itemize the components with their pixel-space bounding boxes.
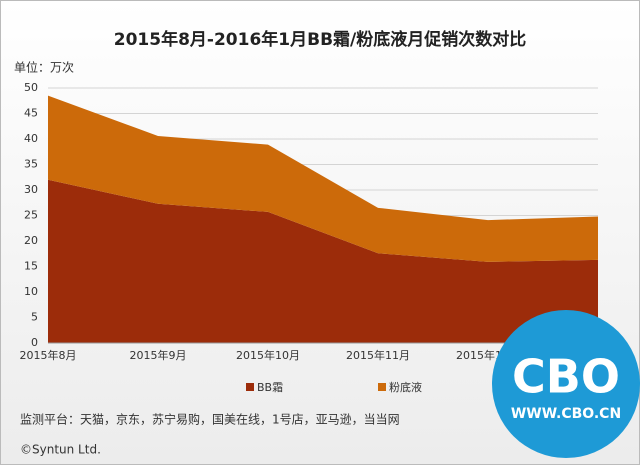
legend-label: 粉底液	[389, 380, 422, 394]
logo-circle	[492, 310, 640, 458]
y-tick-label: 0	[31, 336, 38, 349]
y-tick-label: 30	[24, 183, 38, 196]
copyright: ©Syntun Ltd.	[20, 443, 101, 457]
y-tick-label: 50	[24, 81, 38, 94]
x-tick-label: 2015年10月	[236, 348, 300, 362]
footer-platforms: 监测平台：天猫，京东，苏宁易购，国美在线，1号店，亚马逊，当当网	[20, 412, 400, 427]
y-tick-label: 10	[24, 285, 38, 298]
y-tick-label: 15	[24, 260, 38, 273]
legend-swatch	[378, 383, 386, 391]
x-tick-label: 2015年11月	[346, 348, 410, 362]
y-tick-label: 35	[24, 158, 38, 171]
logo: CBO WWW.CBO.CN	[492, 310, 640, 458]
logo-name: CBO	[512, 350, 620, 404]
y-tick-label: 40	[24, 132, 38, 145]
unit-label: 单位：万次	[14, 60, 74, 75]
chart-title: 2015年8月-2016年1月BB霜/粉底液月促销次数对比	[114, 29, 526, 50]
legend-label: BB霜	[257, 381, 283, 394]
logo-url: WWW.CBO.CN	[511, 406, 621, 422]
area	[48, 179, 598, 343]
y-tick-label: 45	[24, 107, 38, 120]
area	[48, 95, 598, 262]
y-tick-label: 5	[31, 311, 38, 324]
plot: 0 5 10 15 20 25 30 35 40 45 50 2015年8月 2015年9月 2015年1…	[20, 81, 627, 394]
x-tick-label: 2015年9月	[130, 348, 187, 362]
legend-swatch	[246, 383, 254, 391]
x-tick-label: 2015年8月	[20, 348, 77, 362]
y-tick-label: 25	[24, 209, 38, 222]
y-tick-label: 20	[24, 234, 38, 247]
